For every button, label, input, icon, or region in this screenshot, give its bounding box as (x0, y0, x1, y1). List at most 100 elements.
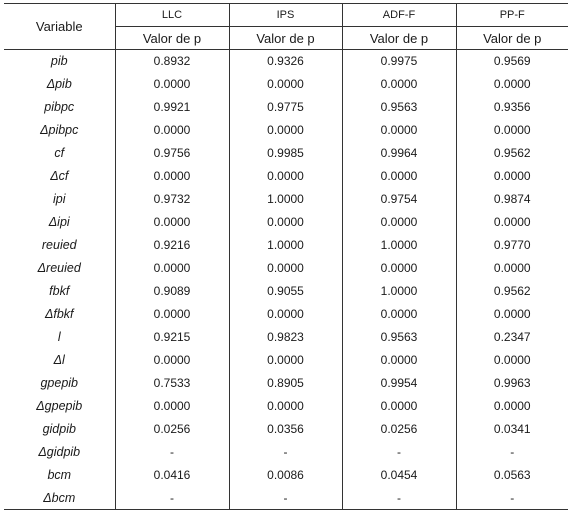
table-row: gpepib 0.7533 0.8905 0.9954 0.9963 (4, 371, 568, 395)
variable-cell: cf (54, 146, 65, 160)
p-value-cell: 0.0000 (114, 302, 229, 326)
p-value-cell: 0.0000 (114, 256, 229, 280)
p-value-cell: - (228, 440, 342, 464)
p-value-cell: 0.9770 (455, 233, 568, 257)
p-value-cell: 1.0000 (341, 233, 456, 257)
p-value-cell: 0.0000 (114, 210, 229, 234)
p-value-cell: 0.0416 (114, 463, 229, 487)
p-value-cell: 0.0563 (455, 463, 568, 487)
p-value-cell: - (341, 486, 456, 510)
p-value-cell: 0.9089 (114, 279, 229, 303)
table-row: pib 0.8932 0.9326 0.9975 0.9569 (4, 49, 568, 73)
header-test-adf-f: ADF-F (341, 3, 456, 27)
p-value-cell: 0.0000 (455, 394, 568, 418)
p-value-cell: 0.9775 (228, 95, 342, 119)
p-value-cell: 0.9215 (114, 325, 229, 349)
p-value-cell: 0.9975 (341, 49, 456, 73)
p-value-cell: 0.9569 (455, 49, 568, 73)
variable-cell: Δpibpc (40, 123, 79, 137)
p-value-cell: 0.0000 (228, 302, 342, 326)
p-value-cell: 0.0000 (341, 118, 456, 142)
p-value-cell: 0.9964 (341, 141, 456, 165)
p-value-cell: 0.0000 (228, 118, 342, 142)
p-value-cell: 0.0000 (228, 164, 342, 188)
p-value-cell: 0.0000 (341, 164, 456, 188)
table-row: Δpibpc 0.0000 0.0000 0.0000 0.0000 (4, 118, 568, 142)
p-value-cell: 0.9055 (228, 279, 342, 303)
p-value-cell: 0.0000 (341, 210, 456, 234)
p-value-cell: 0.0000 (455, 72, 568, 96)
p-value-cell: - (114, 486, 229, 510)
table-row: Δcf 0.0000 0.0000 0.0000 0.0000 (4, 164, 568, 188)
p-value-cell: 0.9562 (455, 279, 568, 303)
p-value-cell: 1.0000 (228, 187, 342, 211)
table-row: Δfbkf 0.0000 0.0000 0.0000 0.0000 (4, 302, 568, 326)
p-value-cell: 0.0000 (455, 210, 568, 234)
p-value-cell: 0.0000 (341, 394, 456, 418)
table-row: Δgidpib - - - - (4, 440, 568, 464)
p-value-cell: - (341, 440, 456, 464)
table-row: pibpc 0.9921 0.9775 0.9563 0.9356 (4, 95, 568, 119)
subheader-p-value: Valor de p (114, 26, 229, 50)
variable-cell: pib (50, 54, 68, 69)
p-value-cell: 0.0000 (455, 118, 568, 142)
variable-cell: Δfbkf (44, 307, 74, 321)
p-value-cell: 0.9963 (455, 371, 568, 395)
p-value-cell: 0.2347 (455, 325, 568, 349)
p-value-cell: 0.0000 (455, 348, 568, 372)
p-value-cell: 0.0000 (228, 348, 342, 372)
p-value-cell: 0.9216 (114, 233, 229, 257)
p-value-cell: 0.9563 (341, 95, 456, 119)
subheader-p-value: Valor de p (341, 26, 456, 50)
p-value-cell: - (455, 440, 568, 464)
p-value-cell: 0.0000 (341, 72, 456, 96)
p-value-cell: 0.0454 (341, 463, 456, 487)
variable-cell: Δpib (46, 77, 72, 91)
p-value-cell: 0.8905 (228, 371, 342, 395)
table-row: Δgpepib 0.0000 0.0000 0.0000 0.0000 (4, 394, 568, 418)
variable-cell: Δl (53, 353, 65, 367)
table-row: gidpib 0.0256 0.0356 0.0256 0.0341 (4, 417, 568, 441)
p-value-cell: 0.0000 (114, 348, 229, 372)
p-value-cell: 0.9954 (341, 371, 456, 395)
p-value-cell: 0.0000 (228, 210, 342, 234)
table-row: Δipi 0.0000 0.0000 0.0000 0.0000 (4, 210, 568, 234)
p-value-cell: 0.0000 (228, 256, 342, 280)
p-value-cell: - (228, 486, 342, 510)
variable-cell: bcm (47, 468, 72, 482)
p-value-cell: 0.9326 (228, 49, 342, 73)
p-value-cell: 0.0256 (114, 417, 229, 441)
unit-root-test-table: Variable LLC IPS ADF-F PP-F Valor de p V… (4, 3, 568, 510)
p-value-cell: 1.0000 (228, 233, 342, 257)
p-value-cell: 0.0086 (228, 463, 342, 487)
p-value-cell: 0.9874 (455, 187, 568, 211)
table-row: cf 0.9756 0.9985 0.9964 0.9562 (4, 141, 568, 165)
p-value-cell: 0.9563 (341, 325, 456, 349)
variable-cell: Δgidpib (38, 445, 81, 459)
p-value-cell: 0.9985 (228, 141, 342, 165)
p-value-cell: 0.0000 (341, 256, 456, 280)
variable-cell: Δcf (50, 169, 69, 183)
variable-cell: l (57, 330, 61, 344)
p-value-cell: 0.9732 (114, 187, 229, 211)
variable-cell: reuied (41, 238, 77, 252)
header-variable: Variable (4, 3, 115, 50)
p-value-cell: 0.7533 (114, 371, 229, 395)
table-row: Δpib 0.0000 0.0000 0.0000 0.0000 (4, 72, 568, 96)
p-value-cell: 0.9754 (341, 187, 456, 211)
variable-cell: gpepib (40, 376, 79, 390)
variable-cell: Δipi (48, 215, 70, 229)
variable-cell: Δreuied (37, 261, 81, 275)
table-header: Variable LLC IPS ADF-F PP-F Valor de p V… (4, 3, 568, 50)
variable-cell: Δgpepib (36, 399, 83, 413)
variable-cell: Δbcm (4, 486, 115, 510)
p-value-cell: 0.0000 (341, 348, 456, 372)
p-value-cell: 0.0356 (228, 417, 342, 441)
table-row: bcm 0.0416 0.0086 0.0454 0.0563 (4, 463, 568, 487)
variable-cell: gidpib (42, 422, 76, 436)
p-value-cell: 0.9756 (114, 141, 229, 165)
variable-cell: fbkf (49, 284, 70, 298)
p-value-cell: 0.0000 (455, 256, 568, 280)
table-row: reuied 0.9216 1.0000 1.0000 0.9770 (4, 233, 568, 257)
